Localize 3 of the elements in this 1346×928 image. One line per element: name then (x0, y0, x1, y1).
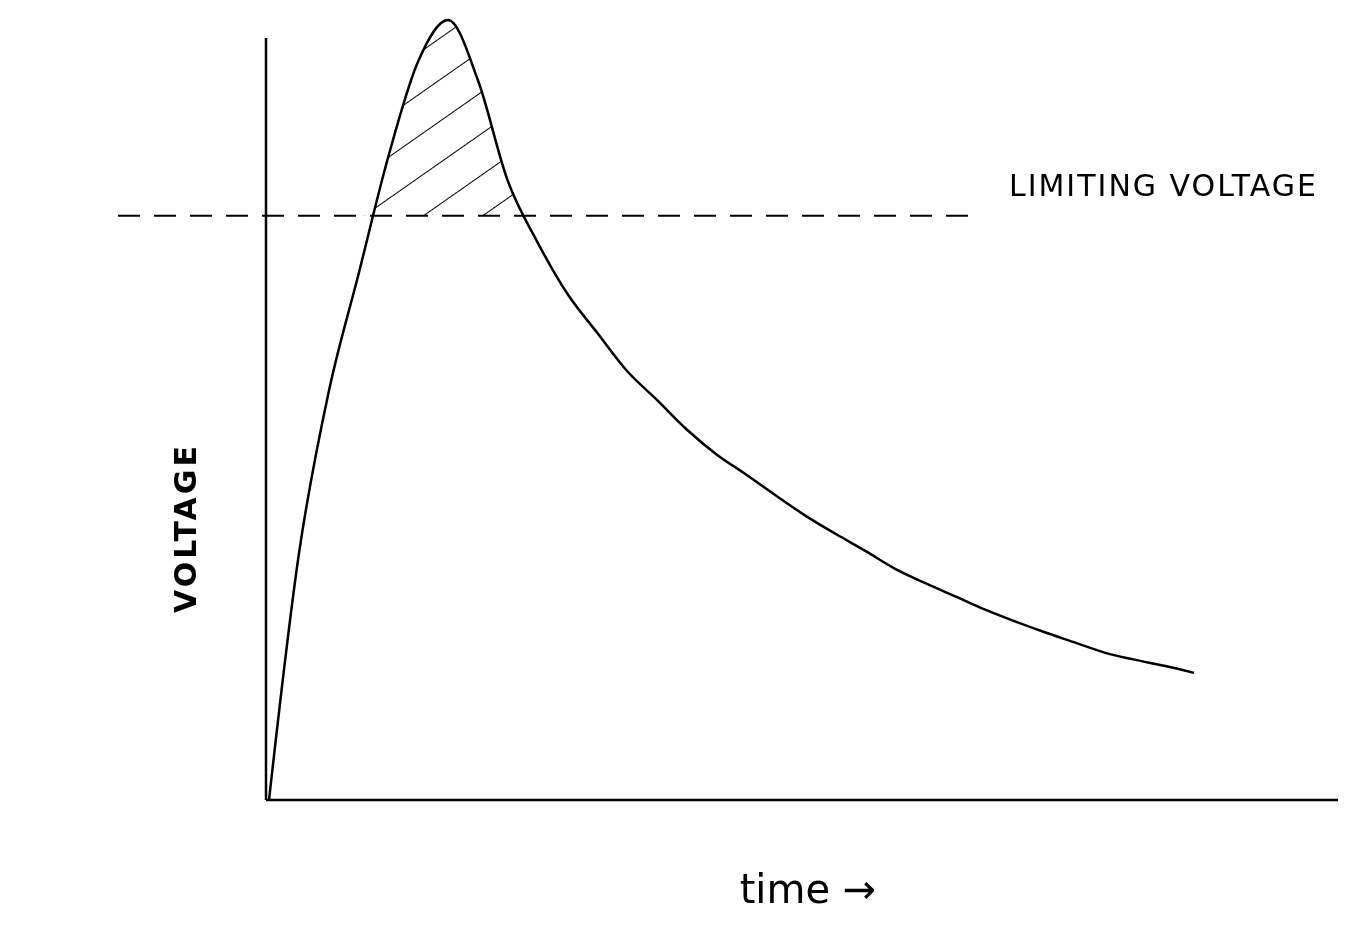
x-axis-title: time → (739, 866, 877, 912)
ref-line-label: LIMITING VOLTAGE (1008, 167, 1318, 203)
y-axis-title: VOLTAGE (168, 443, 203, 613)
